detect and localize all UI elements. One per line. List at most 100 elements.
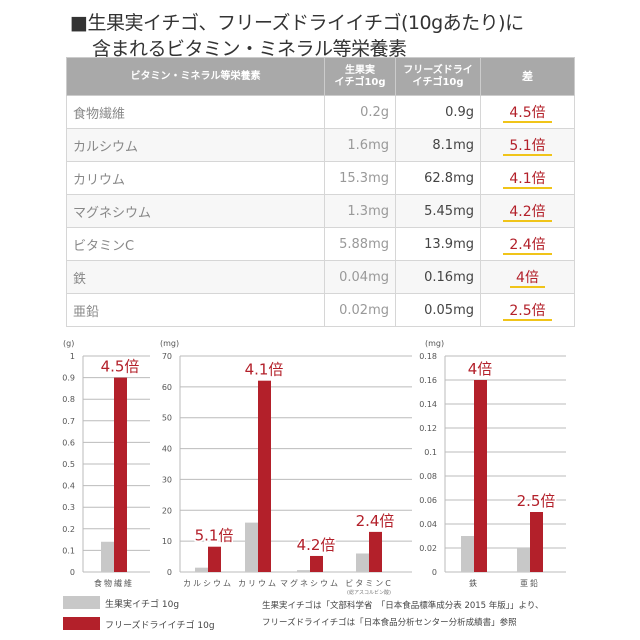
y-tick-label: 0.7	[62, 417, 75, 426]
cell-name: 鉄	[66, 260, 325, 294]
cell-diff: 4.1倍	[480, 161, 575, 195]
ratio-label: 4.2倍	[297, 536, 336, 554]
bar-fresh	[356, 553, 369, 572]
table-row: マグネシウム 1.3mg 5.45mg 4.2倍	[66, 194, 575, 228]
table-row: ビタミンC 5.88mg 13.9mg 2.4倍	[66, 227, 575, 261]
cell-name: ビタミンC	[66, 227, 325, 261]
bar-fresh	[517, 548, 530, 572]
y-tick-label: 0.4	[62, 482, 75, 491]
legend-label-fresh: 生果実イチゴ 10g	[105, 598, 179, 610]
y-tick-label: 10	[162, 537, 172, 546]
cell-diff: 4.2倍	[480, 194, 575, 228]
cell-dry: 8.1mg	[395, 128, 481, 162]
title-line-2: 含まれるビタミン・ミネラル等栄養素	[92, 38, 407, 60]
cell-fresh: 0.04mg	[324, 260, 396, 294]
nutrient-table: ビタミン・ミネラル等栄養素 生果実 イチゴ10g フリーズドライ イチゴ10g …	[66, 57, 575, 327]
ratio-label: 4.1倍	[245, 361, 284, 379]
table-row: 鉄 0.04mg 0.16mg 4倍	[66, 260, 575, 294]
y-tick-label: 20	[162, 506, 172, 515]
x-tick-label: ビタミンC	[345, 579, 393, 588]
cell-fresh: 1.3mg	[324, 194, 396, 228]
cell-dry: 62.8mg	[395, 161, 481, 195]
bar-fresh	[461, 536, 474, 572]
y-tick-label: 0.6	[62, 438, 75, 447]
y-tick-label: 0.18	[419, 352, 437, 361]
diff-value: 4.5倍	[503, 105, 552, 123]
y-tick-label: 0.1	[424, 448, 437, 457]
bar-freeze-dried	[208, 546, 221, 572]
legend-label-freeze-dried: フリーズドライイチゴ 10g	[105, 619, 215, 631]
y-tick-label: 0.02	[419, 544, 437, 553]
diff-value: 4.2倍	[503, 204, 552, 222]
diff-value: 4倍	[510, 270, 545, 288]
source-note-1: 生果実イチゴは「文部科学省 「日本食品標準成分表 2015 年版」」より、	[262, 600, 544, 611]
y-tick-label: 0.3	[62, 503, 75, 512]
y-tick-label: 0.1	[62, 546, 75, 555]
y-tick-label: 1	[70, 352, 75, 361]
y-tick-label: 50	[162, 414, 172, 423]
table-row: 食物繊維 0.2g 0.9g 4.5倍	[66, 95, 575, 129]
diff-value: 2.5倍	[503, 303, 552, 321]
cell-name: カリウム	[66, 161, 325, 195]
y-tick-label: 0.9	[62, 374, 75, 383]
header-diff: 差	[480, 57, 575, 96]
bar-freeze-dried	[310, 555, 323, 572]
title-line-1: ■生果実イチゴ、フリーズドライイチゴ(10gあたり)に	[70, 12, 524, 34]
cell-name: マグネシウム	[66, 194, 325, 228]
cell-diff: 5.1倍	[480, 128, 575, 162]
ratio-label: 4倍	[468, 360, 493, 378]
diff-value: 4.1倍	[503, 171, 552, 189]
cell-name: 食物繊維	[66, 95, 325, 129]
cell-name: 亜鉛	[66, 293, 325, 327]
y-tick-label: 0.16	[419, 376, 437, 385]
y-tick-label: 70	[162, 352, 172, 361]
x-tick-label: マグネシウム	[280, 578, 340, 588]
y-tick-label: 0	[432, 568, 437, 577]
ratio-label: 4.5倍	[101, 358, 140, 376]
table-row: 亜鉛 0.02mg 0.05mg 2.5倍	[66, 293, 575, 327]
x-tick-label: 食物繊維	[94, 578, 134, 588]
y-tick-label: 0	[70, 568, 75, 577]
header-fresh: 生果実 イチゴ10g	[324, 57, 396, 96]
cell-dry: 13.9mg	[395, 227, 481, 261]
x-tick-label: 鉄	[469, 578, 479, 588]
y-tick-label: 0.08	[419, 472, 437, 481]
cell-dry: 0.05mg	[395, 293, 481, 327]
bar-freeze-dried	[474, 380, 487, 572]
y-tick-label: 0	[167, 568, 172, 577]
cell-diff: 2.4倍	[480, 227, 575, 261]
cell-dry: 0.16mg	[395, 260, 481, 294]
ratio-label: 2.4倍	[356, 512, 395, 530]
axis-unit: (g)	[63, 339, 74, 348]
cell-diff: 4.5倍	[480, 95, 575, 129]
y-tick-label: 60	[162, 383, 172, 392]
bar-fresh	[195, 567, 208, 572]
y-tick-label: 0.12	[419, 424, 437, 433]
legend-swatch-freeze-dried	[63, 617, 100, 630]
legend-swatch-fresh	[63, 596, 100, 609]
cell-diff: 4倍	[480, 260, 575, 294]
cell-diff: 2.5倍	[480, 293, 575, 327]
cell-fresh: 0.02mg	[324, 293, 396, 327]
x-tick-sublabel: (総アスコルビン酸)	[347, 589, 391, 596]
x-tick-label: カルシウム	[183, 579, 233, 588]
axis-unit: (mg)	[425, 339, 444, 348]
axis-unit: (mg)	[160, 339, 179, 348]
y-tick-label: 0.06	[419, 496, 437, 505]
bar-freeze-dried	[114, 377, 127, 572]
header-nutrient: ビタミン・ミネラル等栄養素	[66, 57, 325, 96]
x-tick-label: カリウム	[238, 579, 278, 588]
bar-fresh	[297, 570, 310, 572]
diff-value: 5.1倍	[503, 138, 552, 156]
ratio-label: 2.5倍	[517, 492, 556, 510]
y-tick-label: 30	[162, 475, 172, 484]
y-tick-label: 0.14	[419, 400, 437, 409]
x-tick-label: 亜鉛	[520, 578, 540, 588]
y-tick-label: 0.5	[62, 460, 75, 469]
cell-dry: 0.9g	[395, 95, 481, 129]
bar-fresh	[245, 522, 258, 572]
bar-freeze-dried	[258, 380, 271, 572]
cell-fresh: 0.2g	[324, 95, 396, 129]
ratio-label: 5.1倍	[195, 527, 234, 545]
